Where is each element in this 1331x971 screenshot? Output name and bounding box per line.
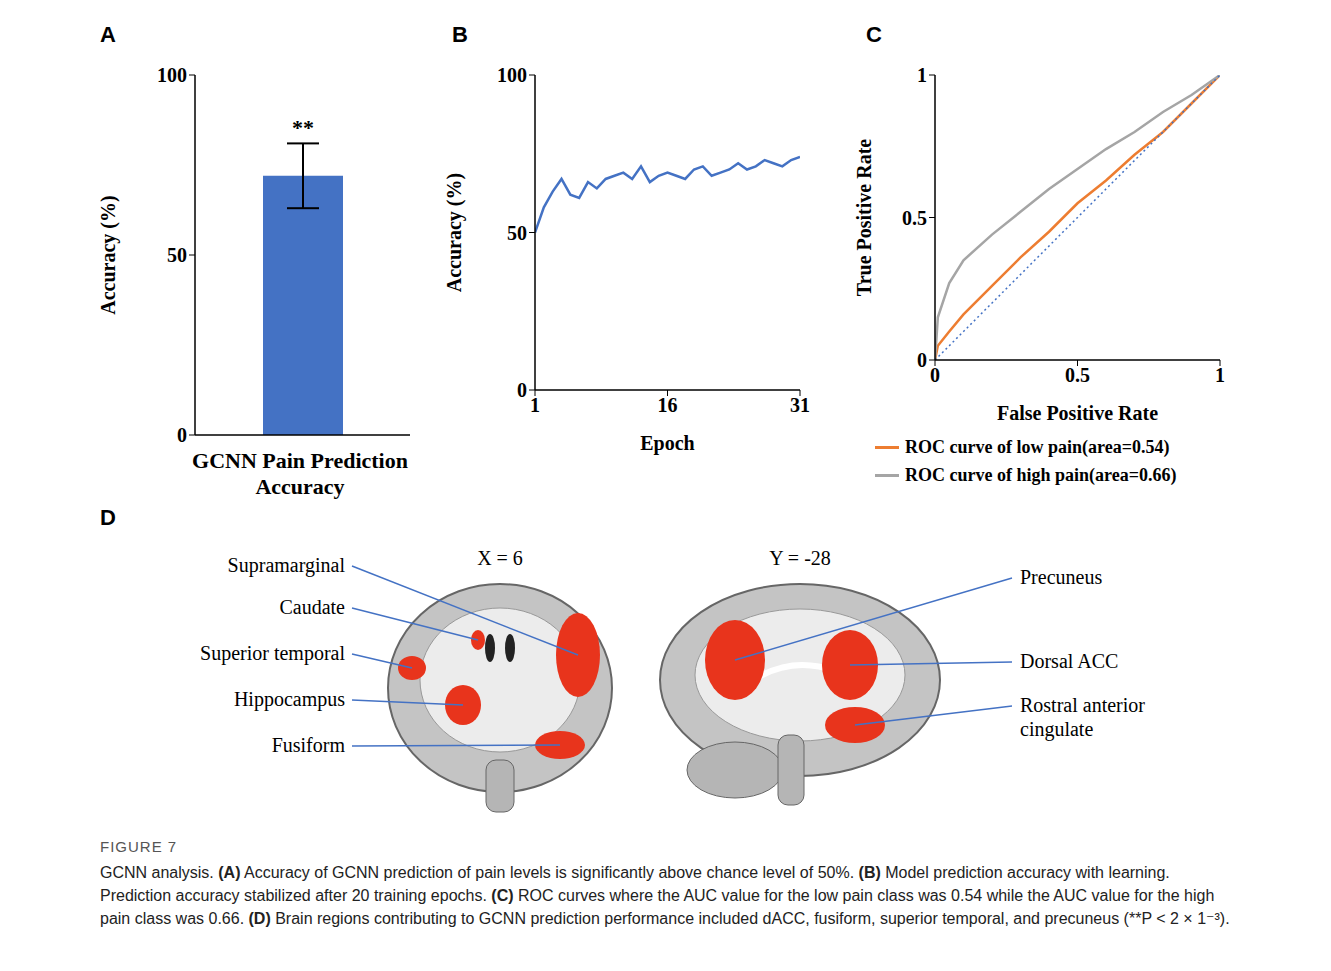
svg-text:16: 16 (658, 394, 678, 416)
svg-text:Y = -28: Y = -28 (769, 547, 831, 569)
html-text:ROC curve of low pain(area=0.5: ROC curve of low pain(area=0.54) (905, 436, 1170, 457)
svg-text:Rostral anteriorcingulate: Rostral anteriorcingulate (1020, 694, 1145, 741)
svg-text:100: 100 (497, 64, 527, 86)
html-text:C: C (866, 22, 882, 47)
svg-text:Accuracy (%): Accuracy (%) (97, 195, 120, 314)
html-text:GCNN Pain Prediction Accuracy: GCNN Pain Prediction Accuracy (192, 448, 408, 499)
svg-text:X = 6: X = 6 (477, 547, 523, 569)
svg-text:Caudate: Caudate (279, 596, 345, 618)
svg-text:Dorsal ACC: Dorsal ACC (1020, 650, 1118, 672)
html-text:B: B (452, 22, 468, 47)
svg-text:Precuneus: Precuneus (1020, 566, 1102, 588)
html-text:FIGURE 7: FIGURE 7 (100, 838, 178, 855)
html-text:GCNN analysis. (A) Accuracy of: GCNN analysis. (A) Accuracy of GCNN pred… (100, 864, 1230, 927)
svg-text:**: ** (292, 115, 314, 140)
svg-text:1: 1 (530, 394, 540, 416)
svg-text:1: 1 (1215, 364, 1225, 386)
svg-text:Hippocampus: Hippocampus (234, 688, 345, 711)
svg-text:0: 0 (177, 424, 187, 445)
svg-text:0.5: 0.5 (902, 207, 927, 229)
svg-text:50: 50 (167, 244, 187, 266)
svg-text:0: 0 (917, 349, 927, 371)
svg-text:0: 0 (930, 364, 940, 386)
svg-text:Supramarginal: Supramarginal (228, 554, 346, 577)
svg-text:0.5: 0.5 (1065, 364, 1090, 386)
svg-text:1: 1 (917, 64, 927, 86)
html-text:A: A (100, 22, 116, 47)
html-text:ROC curve of high pain(area=0.: ROC curve of high pain(area=0.66) (905, 464, 1177, 485)
svg-text:Accuracy (%): Accuracy (%) (443, 173, 466, 292)
svg-text:Fusiform: Fusiform (272, 734, 346, 756)
svg-text:False Positive Rate: False Positive Rate (997, 402, 1158, 424)
html-text:D: D (100, 505, 116, 530)
svg-text:50: 50 (507, 222, 527, 244)
svg-text:True Positive Rate: True Positive Rate (853, 139, 875, 296)
svg-text:Superior temporal: Superior temporal (200, 642, 345, 665)
svg-text:100: 100 (157, 64, 187, 86)
svg-text:Epoch: Epoch (640, 432, 694, 455)
svg-text:31: 31 (790, 394, 810, 416)
svg-text:0: 0 (517, 379, 527, 401)
